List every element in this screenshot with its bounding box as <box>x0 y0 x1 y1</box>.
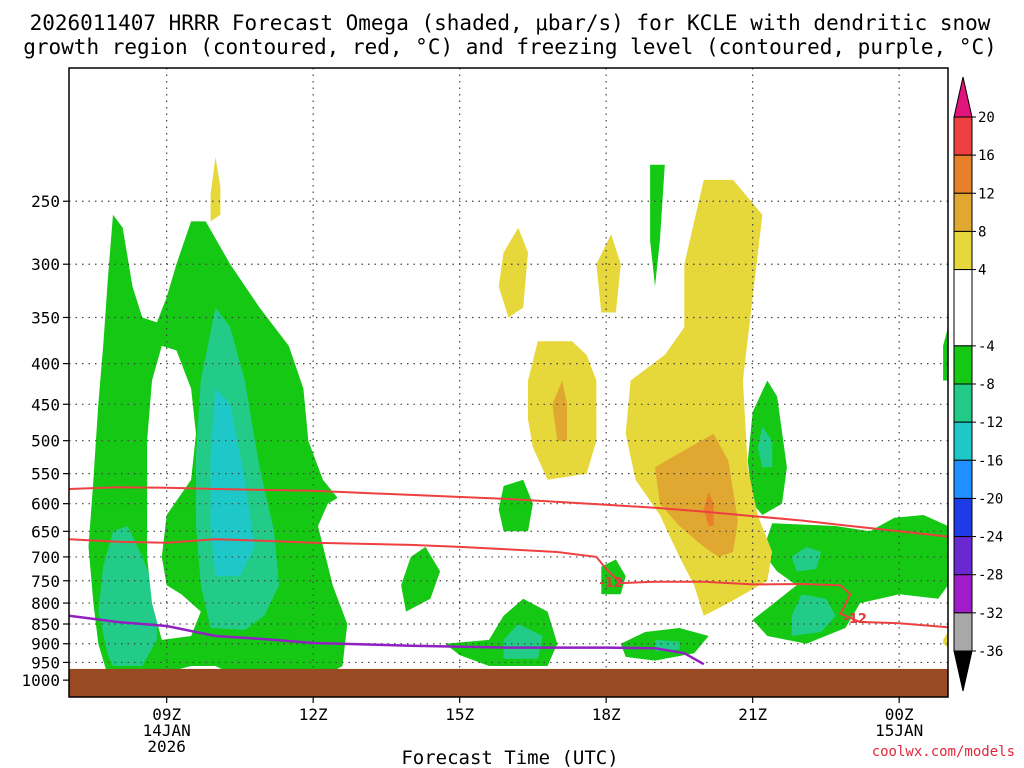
colorbar-tick-label-8: 8 <box>978 224 986 240</box>
y-tick-label-500: 500 <box>31 432 60 451</box>
ground-layer <box>69 668 948 697</box>
colorbar-band-2 <box>953 192 973 232</box>
y-tick-label-450: 450 <box>31 395 60 414</box>
omega-region-14 <box>757 426 773 468</box>
y-tick-label-300: 300 <box>31 255 60 274</box>
y-tick-label-600: 600 <box>31 495 60 514</box>
x-tick-label-12-0: 12Z <box>299 705 328 724</box>
credit-text: coolwx.com/models <box>872 744 1015 760</box>
y-tick-label-950: 950 <box>31 653 60 672</box>
y-tick-label-850: 850 <box>31 615 60 634</box>
colorbar-tick-label--32: -32 <box>978 606 1003 622</box>
colorbar-tick-label--12: -12 <box>978 415 1003 431</box>
x-tick-label-24-1: 15JAN <box>875 721 923 740</box>
y-tick-label-250: 250 <box>31 192 60 211</box>
colorbar-tick-label--16: -16 <box>978 453 1003 469</box>
colorbar-band-5 <box>953 345 973 385</box>
colorbar-band-6 <box>953 383 973 423</box>
colorbar-tick-label--24: -24 <box>978 530 1003 546</box>
omega-region-24 <box>655 433 738 557</box>
omega-region-1 <box>98 526 157 666</box>
dgz-upper-contour <box>69 486 948 538</box>
omega-region-21 <box>498 227 528 318</box>
colorbar-under-arrow <box>953 650 973 692</box>
omega-region-27 <box>210 157 221 222</box>
colorbar-band-0 <box>953 116 973 156</box>
y-tick-label-900: 900 <box>31 635 60 654</box>
y-tick-label-800: 800 <box>31 594 60 613</box>
x-tick-label-24-0: 00Z <box>885 705 914 724</box>
colorbar-over-arrow <box>953 76 973 118</box>
omega-region-3 <box>210 388 255 577</box>
y-tick-label-700: 700 <box>31 548 60 567</box>
x-tick-label-21-0: 21Z <box>738 705 767 724</box>
omega-region-22 <box>596 234 621 313</box>
contour-label-1: -12 <box>843 612 867 627</box>
omega-region-16 <box>791 594 836 636</box>
colorbar-tick-label-12: 12 <box>978 186 995 202</box>
colorbar-band-11 <box>953 574 973 614</box>
colorbar-band-10 <box>953 536 973 576</box>
freezing-level-contour <box>69 614 705 666</box>
colorbar-tick-label-20: 20 <box>978 110 995 126</box>
y-tick-label-1000: 1000 <box>21 671 60 690</box>
x-axis-label: Forecast Time (UTC) <box>401 747 618 768</box>
colorbar-band-3 <box>953 230 973 271</box>
x-tick-label-18-0: 18Z <box>592 705 621 724</box>
colorbar-tick-label--36: -36 <box>978 644 1003 660</box>
chart-title-line1: 2026011407 HRRR Forecast Omega (shaded, … <box>30 11 991 35</box>
x-tick-label-9-0: 09Z <box>152 705 181 724</box>
contour-label-0: -12 <box>599 576 623 591</box>
dgz-lower-contour <box>69 538 948 629</box>
x-tick-label-9-1: 14JAN <box>143 721 191 740</box>
omega-region-7 <box>503 624 543 659</box>
colorbar-tick-label--28: -28 <box>978 568 1003 584</box>
colorbar-tick-label-4: 4 <box>978 263 986 279</box>
omega-region-12 <box>650 164 665 287</box>
y-tick-label-750: 750 <box>31 572 60 591</box>
colorbar-band-1 <box>953 154 973 194</box>
omega-region-25 <box>703 492 714 526</box>
omega-region-18 <box>943 327 948 381</box>
plot-area: -12 -12 250 300 350 400 450 500 550 600 650 700 750 8… <box>21 67 1003 756</box>
colorbar-tick-label--8: -8 <box>978 377 995 393</box>
omega-region-5 <box>401 546 441 612</box>
y-tick-label-650: 650 <box>31 522 60 541</box>
y-tick-label-350: 350 <box>31 308 60 327</box>
shading-layer: -12 -12 <box>69 68 948 697</box>
y-tick-label-400: 400 <box>31 355 60 374</box>
omega-region-20 <box>552 380 568 441</box>
x-tick-label-9-2: 2026 <box>147 737 186 756</box>
colorbar-band-4 <box>953 269 973 347</box>
x-tick-label-15-0: 15Z <box>445 705 474 724</box>
plot-frame <box>68 67 949 698</box>
colorbar-tick-label-16: 16 <box>978 148 995 164</box>
colorbar-tick-label--4: -4 <box>978 339 995 355</box>
colorbar-band-7 <box>953 421 973 461</box>
omega-region-8 <box>498 479 533 532</box>
colorbar-tick-label--20: -20 <box>978 491 1003 507</box>
y-tick-label-550: 550 <box>31 465 60 484</box>
colorbar-band-9 <box>953 497 973 538</box>
colorbar-band-8 <box>953 459 973 499</box>
omega-region-4 <box>147 345 201 640</box>
omega-region-17 <box>791 546 821 572</box>
colorbar-band-12 <box>953 612 973 652</box>
chart-title-line2: growth region (contoured, red, °C) and f… <box>23 35 997 59</box>
